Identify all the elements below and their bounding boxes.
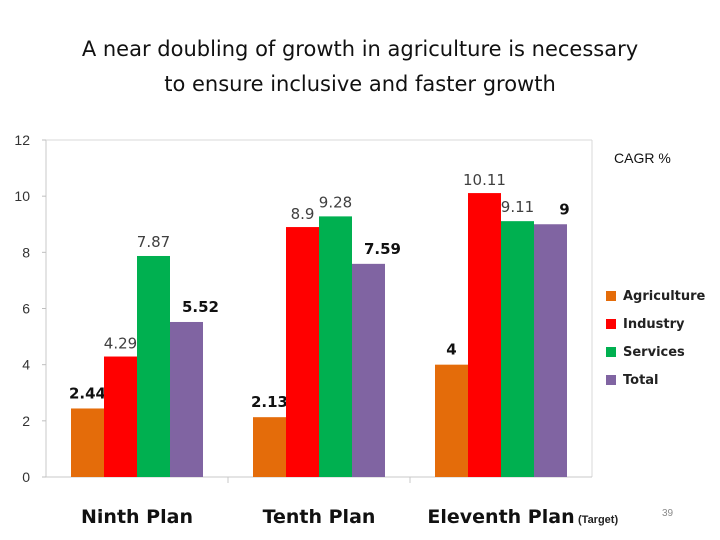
data-label-services-ninth-plan: 7.87 xyxy=(137,233,170,251)
slide-number: 39 xyxy=(662,508,674,519)
bar-agriculture-ninth-plan xyxy=(71,408,104,477)
legend-item-agriculture: Agriculture xyxy=(606,282,705,310)
legend-item-total: Total xyxy=(606,366,705,394)
legend-swatch xyxy=(606,319,616,329)
data-label-total-eleventh-plan: 9 xyxy=(559,200,569,218)
y-tick-label: 6 xyxy=(22,301,30,317)
chart-legend: Agriculture Industry Services Total xyxy=(606,282,705,394)
data-label-agriculture-ninth-plan: 2.44 xyxy=(69,384,106,402)
bar-services-ninth-plan xyxy=(137,255,170,477)
target-note: (Target) xyxy=(578,514,619,526)
legend-label: Total xyxy=(623,372,659,388)
title-line-2: to ensure inclusive and faster growth xyxy=(164,72,556,96)
y-tick-label: 2 xyxy=(22,413,30,429)
data-label-services-tenth-plan: 9.28 xyxy=(319,193,352,211)
data-label-industry-eleventh-plan: 10.11 xyxy=(463,171,506,189)
data-label-services-eleventh-plan: 9.11 xyxy=(501,198,534,216)
bar-agriculture-tenth-plan xyxy=(253,417,286,477)
x-category-label-tenth-plan: Tenth Plan xyxy=(263,506,376,528)
data-label-agriculture-tenth-plan: 2.13 xyxy=(251,393,288,411)
y-tick-label: 12 xyxy=(14,132,30,148)
y-tick-label: 4 xyxy=(22,357,30,373)
bar-total-tenth-plan xyxy=(352,263,385,477)
bar-total-ninth-plan xyxy=(170,321,203,477)
data-label-industry-tenth-plan: 8.9 xyxy=(291,205,315,223)
bar-agriculture-eleventh-plan xyxy=(435,364,468,477)
bar-industry-ninth-plan xyxy=(104,356,137,477)
y-tick-label: 8 xyxy=(22,244,30,260)
legend-swatch xyxy=(606,375,616,385)
x-category-label-ninth-plan: Ninth Plan xyxy=(81,506,193,528)
data-label-industry-ninth-plan: 4.29 xyxy=(104,335,137,353)
unit-label: CAGR % xyxy=(614,150,671,166)
legend-swatch xyxy=(606,291,616,301)
bar-total-eleventh-plan xyxy=(534,224,567,477)
data-label-total-ninth-plan: 5.52 xyxy=(182,298,219,316)
legend-label: Agriculture xyxy=(623,288,706,304)
slide-title: A near doubling of growth in agriculture… xyxy=(0,32,720,102)
y-tick-label: 0 xyxy=(22,469,30,485)
y-tick-label: 10 xyxy=(14,188,30,204)
x-category-label-eleventh-plan: Eleventh Plan xyxy=(427,506,574,528)
legend-label: Industry xyxy=(623,316,685,332)
legend-swatch xyxy=(606,347,616,357)
data-label-total-tenth-plan: 7.59 xyxy=(364,240,401,258)
data-label-agriculture-eleventh-plan: 4 xyxy=(446,341,456,359)
legend-item-industry: Industry xyxy=(606,310,705,338)
bar-services-eleventh-plan xyxy=(501,221,534,477)
bar-industry-eleventh-plan xyxy=(468,193,501,477)
bar-industry-tenth-plan xyxy=(286,227,319,477)
legend-label: Services xyxy=(623,344,685,360)
legend-item-services: Services xyxy=(606,338,705,366)
title-line-1: A near doubling of growth in agriculture… xyxy=(81,37,639,61)
bar-services-tenth-plan xyxy=(319,216,352,478)
